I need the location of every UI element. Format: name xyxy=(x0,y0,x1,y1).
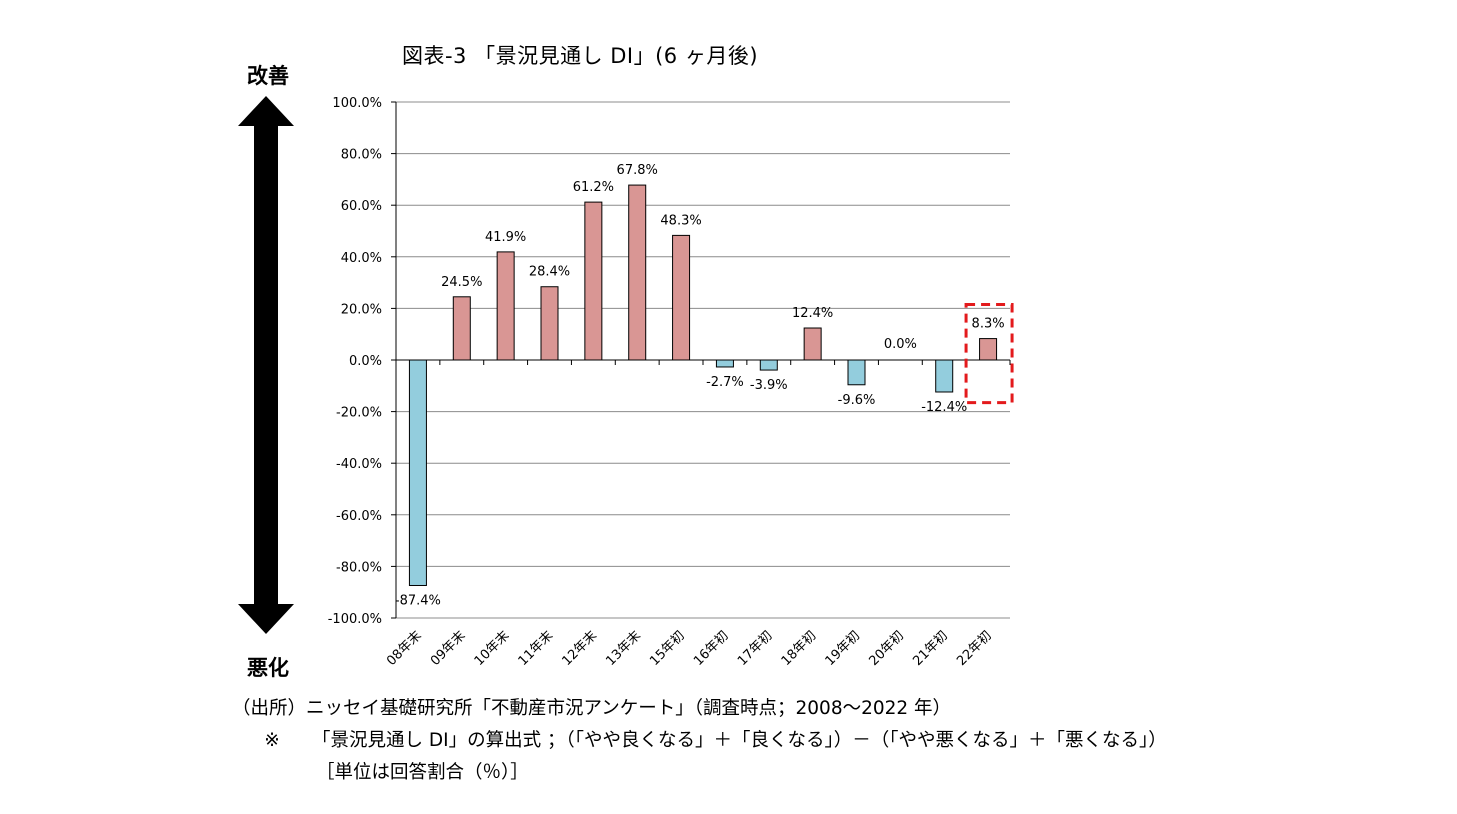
data-label: -3.9% xyxy=(750,378,788,393)
data-label: -12.4% xyxy=(921,400,967,415)
bar xyxy=(715,359,734,368)
data-label: 41.9% xyxy=(485,230,526,245)
x-tick-label: 12年末 xyxy=(559,628,600,669)
unit-note: ［単位は回答割合（％）］ xyxy=(316,762,529,783)
x-tick-label: 19年初 xyxy=(823,628,864,669)
data-label: 0.0% xyxy=(884,337,917,352)
x-tick-label: 20年初 xyxy=(866,628,907,669)
bar xyxy=(408,359,427,586)
double-arrow-icon xyxy=(238,96,294,634)
data-label: 24.5% xyxy=(441,275,482,290)
data-label: 12.4% xyxy=(792,306,833,321)
labels: 100.0% 80.0% 60.0% 40.0% 20.0% 0.0% -20.0% -40.… xyxy=(328,96,1014,669)
bar xyxy=(847,359,866,386)
y-tick-label: -40.0% xyxy=(336,457,382,472)
data-label: 67.8% xyxy=(617,163,658,178)
formula-text: 「景況見通し DI」の算出式 ；（「やや良くなる」＋「良くなる」）－（「やや悪く… xyxy=(312,730,1167,751)
y-tick-label: -20.0% xyxy=(336,406,382,421)
x-tick-label: 08年末 xyxy=(384,628,425,669)
data-label: -87.4% xyxy=(395,593,441,608)
bar xyxy=(540,286,559,361)
data-label: 48.3% xyxy=(660,213,701,228)
x-tick-label: 13年末 xyxy=(603,628,644,669)
note-mark: ※ xyxy=(264,730,280,751)
y-tick-label: 40.0% xyxy=(341,251,382,266)
x-tick-label: 17年初 xyxy=(735,628,776,669)
bar xyxy=(759,359,778,371)
source-note: （出所）ニッセイ基礎研究所「不動産市況アンケート」（調査時点；2008～2022… xyxy=(232,698,952,719)
data-label: -2.7% xyxy=(706,375,744,390)
y-tick-label: -60.0% xyxy=(336,509,382,524)
bar xyxy=(628,184,647,361)
improve-label: 改善 xyxy=(247,64,289,88)
data-label: 8.3% xyxy=(972,317,1005,332)
x-tick-label: 15年初 xyxy=(647,628,688,669)
x-tick-label: 10年末 xyxy=(472,628,513,669)
axes xyxy=(391,101,1011,619)
data-label: -9.6% xyxy=(838,393,876,408)
y-tick-label: 20.0% xyxy=(341,302,382,317)
highlight-box xyxy=(964,303,1014,405)
formula-note: ※ 「景況見通し DI」の算出式 ；（「やや良くなる」＋「良くなる」）－（「やや悪… xyxy=(232,726,1167,752)
x-tick-label: 16年初 xyxy=(691,628,732,669)
y-tick-label: -100.0% xyxy=(328,612,382,627)
data-label: 28.4% xyxy=(529,265,570,280)
x-tick-label: 18年初 xyxy=(779,628,820,669)
y-tick-label: -80.0% xyxy=(336,560,382,575)
chart-title: 図表-3 「景況見通し DI」(6 ヶ月後) xyxy=(401,44,759,68)
y-tick-label: 80.0% xyxy=(341,148,382,163)
y-tick-label: 0.0% xyxy=(349,354,382,369)
worsen-label: 悪化 xyxy=(247,656,289,680)
data-label: 61.2% xyxy=(573,180,614,195)
bar xyxy=(584,201,603,361)
bar xyxy=(496,251,515,361)
x-tick-label: 09年末 xyxy=(428,628,469,669)
bar xyxy=(979,338,998,361)
bar xyxy=(935,359,954,393)
y-tick-label: 100.0% xyxy=(332,96,382,111)
bar xyxy=(452,296,471,361)
x-tick-label: 22年初 xyxy=(954,628,995,669)
bar xyxy=(672,234,691,361)
bar xyxy=(803,327,822,361)
y-tick-label: 60.0% xyxy=(341,199,382,214)
x-tick-label: 21年初 xyxy=(910,628,951,669)
x-tick-label: 11年末 xyxy=(516,628,557,669)
bars xyxy=(408,184,998,586)
